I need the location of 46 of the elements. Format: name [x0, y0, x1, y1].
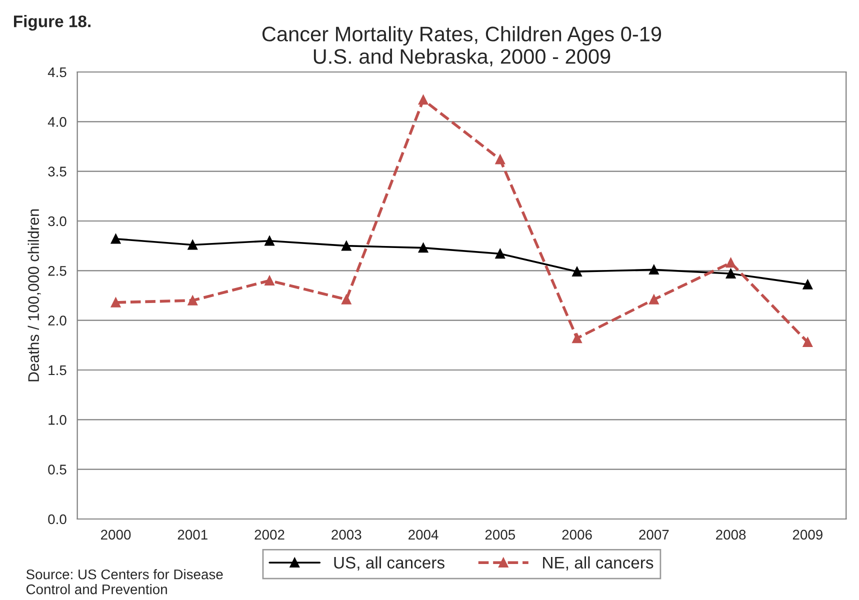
y-tick-label: 2.5 [48, 266, 66, 276]
point [342, 240, 352, 251]
chart-title: Cancer Mortality Rates, Children Ages 0-19 U.S. and Nebraska, 2000 - 2009 [262, 26, 662, 66]
y-tick-label: 2.0 [48, 316, 66, 326]
point [264, 236, 274, 246]
source-note: Source: US Centers for Disease Control and Prevention [26, 569, 223, 594]
point [572, 266, 582, 277]
point [802, 337, 813, 348]
y-axis-title: Deaths / 100,000 children [28, 209, 41, 382]
point [110, 298, 121, 308]
point [110, 234, 121, 244]
x-tick-label: 2004 [408, 530, 438, 540]
point [495, 248, 506, 259]
point [418, 242, 428, 253]
y-tick-label: 0.5 [48, 464, 66, 475]
y-tick-label: 3.5 [48, 166, 66, 177]
point [572, 333, 582, 344]
point [188, 296, 198, 306]
x-tick-label: 2008 [716, 530, 746, 540]
x-tick-label: 2005 [485, 530, 516, 540]
y-tick-label: 1.5 [48, 365, 66, 376]
x-tick-label: 2002 [254, 530, 284, 540]
y-tick-label: 3.0 [48, 216, 66, 226]
x-tick-label: 2003 [332, 530, 362, 540]
point [802, 280, 813, 290]
point [495, 154, 506, 164]
point [264, 276, 274, 286]
legend-label: NE, all cancers [543, 556, 654, 571]
point [188, 240, 198, 250]
legend-label: US, all cancers [334, 556, 444, 571]
y-tick-label: 4.5 [48, 67, 66, 78]
point [726, 258, 736, 268]
point [726, 268, 736, 279]
caption: Figure 18. [14, 15, 90, 31]
point [418, 94, 428, 105]
x-tick-label: 2006 [562, 530, 592, 540]
x-tick-label: 2007 [639, 530, 669, 540]
x-tick-label: 2001 [178, 530, 208, 540]
point [342, 294, 352, 304]
y-tick-label: 4.0 [48, 117, 66, 127]
point [649, 294, 659, 304]
point [649, 264, 659, 275]
y-tick-label: 1.0 [48, 415, 66, 425]
x-tick-label: 2009 [792, 530, 822, 540]
x-tick-label: 2000 [101, 530, 131, 540]
y-tick-label: 0.0 [48, 514, 66, 524]
